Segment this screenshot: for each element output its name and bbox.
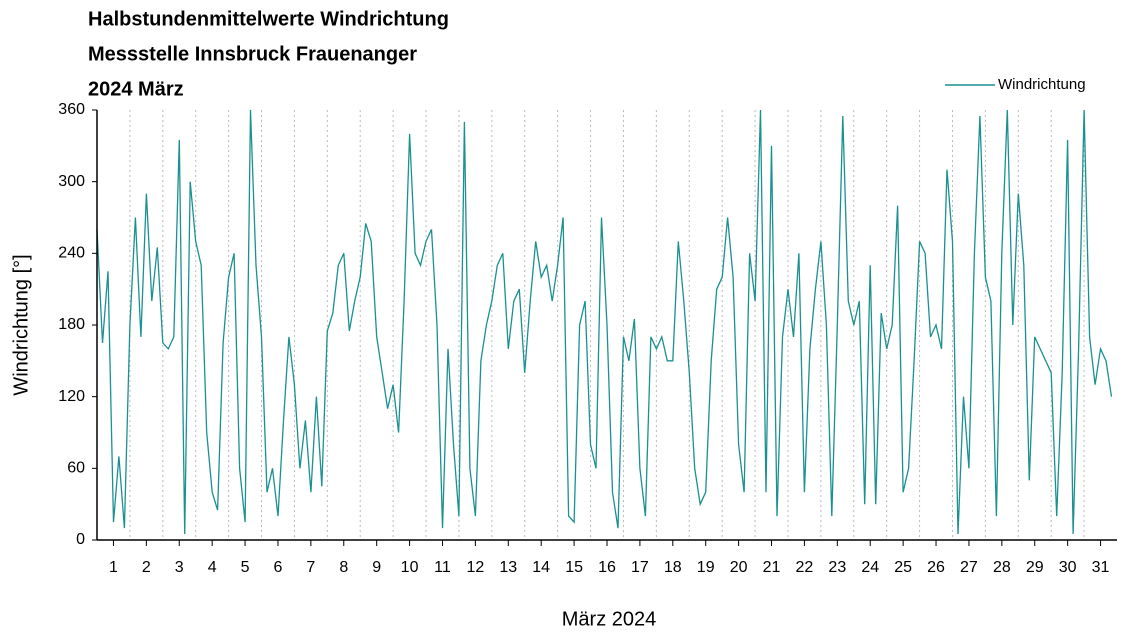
x-tick-label: 27 [960, 559, 978, 576]
x-tick-label: 22 [796, 559, 814, 576]
x-tick-label: 30 [1059, 559, 1077, 576]
y-axis-label: Windrichtung [°] [10, 254, 32, 395]
x-axis-label: März 2024 [562, 608, 657, 630]
x-tick-label: 26 [927, 559, 945, 576]
x-tick-label: 25 [894, 559, 912, 576]
x-tick-label: 24 [861, 559, 879, 576]
x-tick-label: 7 [306, 559, 315, 576]
y-tick-label: 0 [76, 531, 85, 548]
x-tick-label: 13 [499, 559, 517, 576]
chart-title: 2024 März [88, 78, 184, 100]
x-tick-label: 4 [208, 559, 217, 576]
x-tick-label: 15 [565, 559, 583, 576]
chart-title: Messstelle Innsbruck Frauenanger [88, 43, 417, 65]
x-tick-label: 17 [631, 559, 649, 576]
x-tick-label: 31 [1092, 559, 1110, 576]
chart-title: Halbstundenmittelwerte Windrichtung [88, 8, 449, 30]
x-tick-label: 21 [763, 559, 781, 576]
x-tick-label: 29 [1026, 559, 1044, 576]
data-line [96, 109, 1113, 535]
x-tick-label: 11 [434, 559, 451, 576]
y-tick-label: 180 [58, 316, 85, 333]
x-tick-label: 14 [532, 559, 550, 576]
y-tick-label: 300 [58, 173, 85, 190]
x-tick-label: 12 [466, 559, 484, 576]
x-tick-label: 10 [401, 559, 419, 576]
x-tick-label: 19 [697, 559, 715, 576]
legend-label: Windrichtung [998, 76, 1086, 93]
x-tick-label: 20 [730, 559, 748, 576]
x-tick-label: 1 [109, 559, 118, 576]
x-tick-label: 18 [664, 559, 682, 576]
x-tick-label: 3 [175, 559, 184, 576]
y-tick-label: 240 [58, 245, 85, 262]
x-tick-label: 6 [274, 559, 283, 576]
x-tick-label: 5 [241, 559, 250, 576]
x-tick-label: 16 [598, 559, 616, 576]
x-tick-label: 9 [372, 559, 381, 576]
x-tick-label: 8 [339, 559, 348, 576]
x-tick-label: 23 [828, 559, 846, 576]
x-tick-label: 2 [142, 559, 151, 576]
x-tick-label: 28 [993, 559, 1011, 576]
y-tick-label: 120 [58, 388, 85, 405]
y-tick-label: 360 [58, 101, 85, 118]
y-tick-label: 60 [67, 460, 85, 477]
